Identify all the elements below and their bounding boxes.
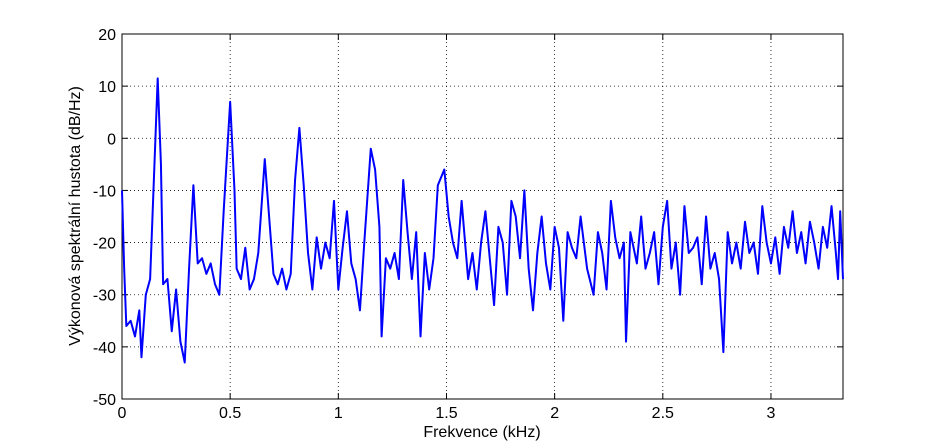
- data-line: [121, 77, 844, 364]
- y-axis-label: Výkonová spektrální hustota (dB/Hz): [67, 86, 84, 346]
- y-tick-label: -40: [93, 340, 116, 357]
- y-tick-label: -10: [93, 183, 116, 200]
- x-tick-label: 3: [767, 405, 776, 422]
- x-tick-label: 1: [334, 405, 343, 422]
- y-tick-label: 10: [98, 79, 116, 96]
- y-tick-label: -50: [93, 392, 116, 409]
- y-tick-label: -20: [93, 236, 116, 253]
- x-tick-label: 2.5: [652, 405, 674, 422]
- plot-frame: [121, 33, 844, 400]
- y-tick-label: -30: [93, 288, 116, 305]
- y-tick-label: 20: [98, 27, 116, 44]
- x-tick-label: 0.5: [219, 405, 241, 422]
- x-tick-label: 2: [550, 405, 559, 422]
- x-axis-label: Frekvence (kHz): [423, 424, 540, 441]
- x-tick-label: 0: [118, 405, 127, 422]
- x-tick-label: 1.5: [435, 405, 457, 422]
- y-tick-label: 0: [107, 131, 116, 148]
